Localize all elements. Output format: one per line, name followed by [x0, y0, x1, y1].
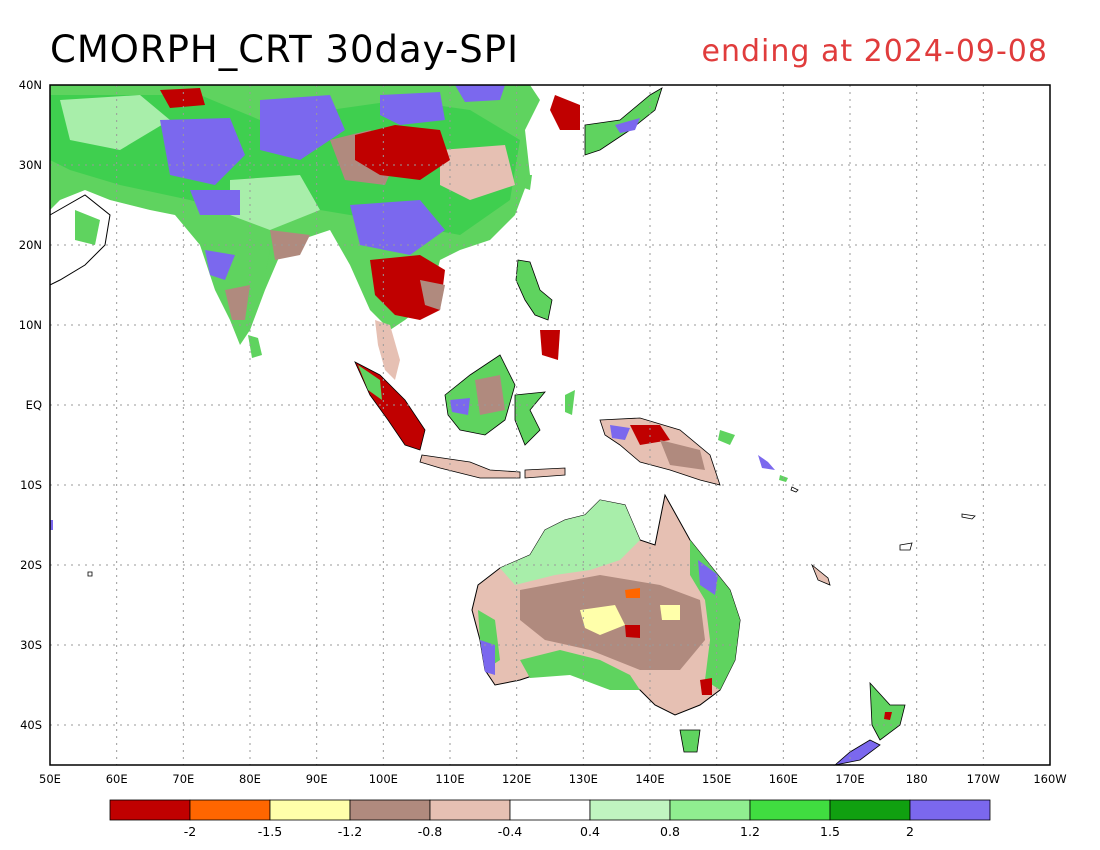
longitude-tick-label: 180: [906, 772, 928, 786]
land-asia-mainland: [49, 85, 540, 380]
colorbar-swatch: [509, 799, 591, 821]
latitude-tick-label: 20N: [19, 238, 42, 252]
colorbar-swatch: [909, 799, 991, 821]
colorbar-tick-label: 0.4: [580, 824, 600, 839]
land-japan-korea: [550, 87, 663, 156]
colorbar-swatch: [589, 799, 671, 821]
longitude-tick-label: 140E: [635, 772, 664, 786]
colorbar-swatch: [429, 799, 511, 821]
longitude-tick-label: 160E: [769, 772, 798, 786]
longitude-tick-label: 150E: [702, 772, 731, 786]
colorbar-tick-label: -1.5: [258, 824, 282, 839]
latitude-axis: 40N 30N 20N 10N EQ 10S 20S 30S 40S: [19, 78, 42, 732]
colorbar-tick-label: 0.8: [660, 824, 680, 839]
colorbar: -2 -1.5 -1.2 -0.8 -0.4 0.4 0.8 1.2 1.5 2: [109, 799, 991, 839]
colorbar-tick-label: -1.2: [338, 824, 362, 839]
map-date-subtitle: ending at 2024-09-08: [701, 34, 1048, 69]
map-gridlines: [50, 85, 1050, 765]
colorbar-swatch: [189, 799, 271, 821]
colorbar-swatch: [269, 799, 351, 821]
latitude-tick-label: 10S: [20, 478, 42, 492]
longitude-tick-label: 60E: [106, 772, 128, 786]
land-maritime-continent: [354, 354, 775, 486]
longitude-tick-label: 130E: [569, 772, 598, 786]
land-australia: [471, 493, 741, 753]
colorbar-swatch: [829, 799, 911, 821]
longitude-axis: 50E 60E 70E 80E 90E 100E 110E 120E 130E 140E 150E 1…: [39, 772, 1067, 786]
colorbar-swatch: [749, 799, 831, 821]
longitude-tick-label: 170E: [835, 772, 864, 786]
latitude-tick-label: 20S: [20, 558, 42, 572]
map-frame: [49, 84, 1051, 766]
longitude-tick-label: 50E: [39, 772, 61, 786]
latitude-tick-label: EQ: [26, 398, 42, 412]
colorbar-tick-label: -0.4: [498, 824, 522, 839]
longitude-tick-label: 80E: [239, 772, 261, 786]
latitude-tick-label: 40S: [20, 718, 42, 732]
colorbar-swatch: [349, 799, 431, 821]
latitude-tick-label: 40N: [19, 78, 42, 92]
land-philippines-taiwan: [515, 175, 560, 360]
longitude-tick-label: 70E: [172, 772, 194, 786]
colorbar-tick-label: -0.8: [418, 824, 442, 839]
land-new-zealand: [833, 681, 906, 766]
longitude-tick-label: 110E: [435, 772, 464, 786]
longitude-tick-label: 100E: [369, 772, 398, 786]
longitude-tick-label: 90E: [306, 772, 328, 786]
longitude-tick-label: 170W: [967, 772, 1000, 786]
longitude-tick-label: 160W: [1033, 772, 1066, 786]
latitude-tick-label: 30S: [20, 638, 42, 652]
colorbar-swatch: [109, 799, 191, 821]
colorbar-tick-label: 1.2: [740, 824, 760, 839]
longitude-tick-label: 120E: [502, 772, 531, 786]
colorbar-tick-label: 2: [906, 824, 914, 839]
latitude-tick-label: 10N: [19, 318, 42, 332]
colorbar-tick-label: 1.5: [820, 824, 840, 839]
colorbar-swatch: [669, 799, 751, 821]
colorbar-tick-label: -2: [184, 824, 196, 839]
latitude-tick-label: 30N: [19, 158, 42, 172]
map-title: CMORPH_CRT 30day-SPI: [50, 28, 519, 71]
